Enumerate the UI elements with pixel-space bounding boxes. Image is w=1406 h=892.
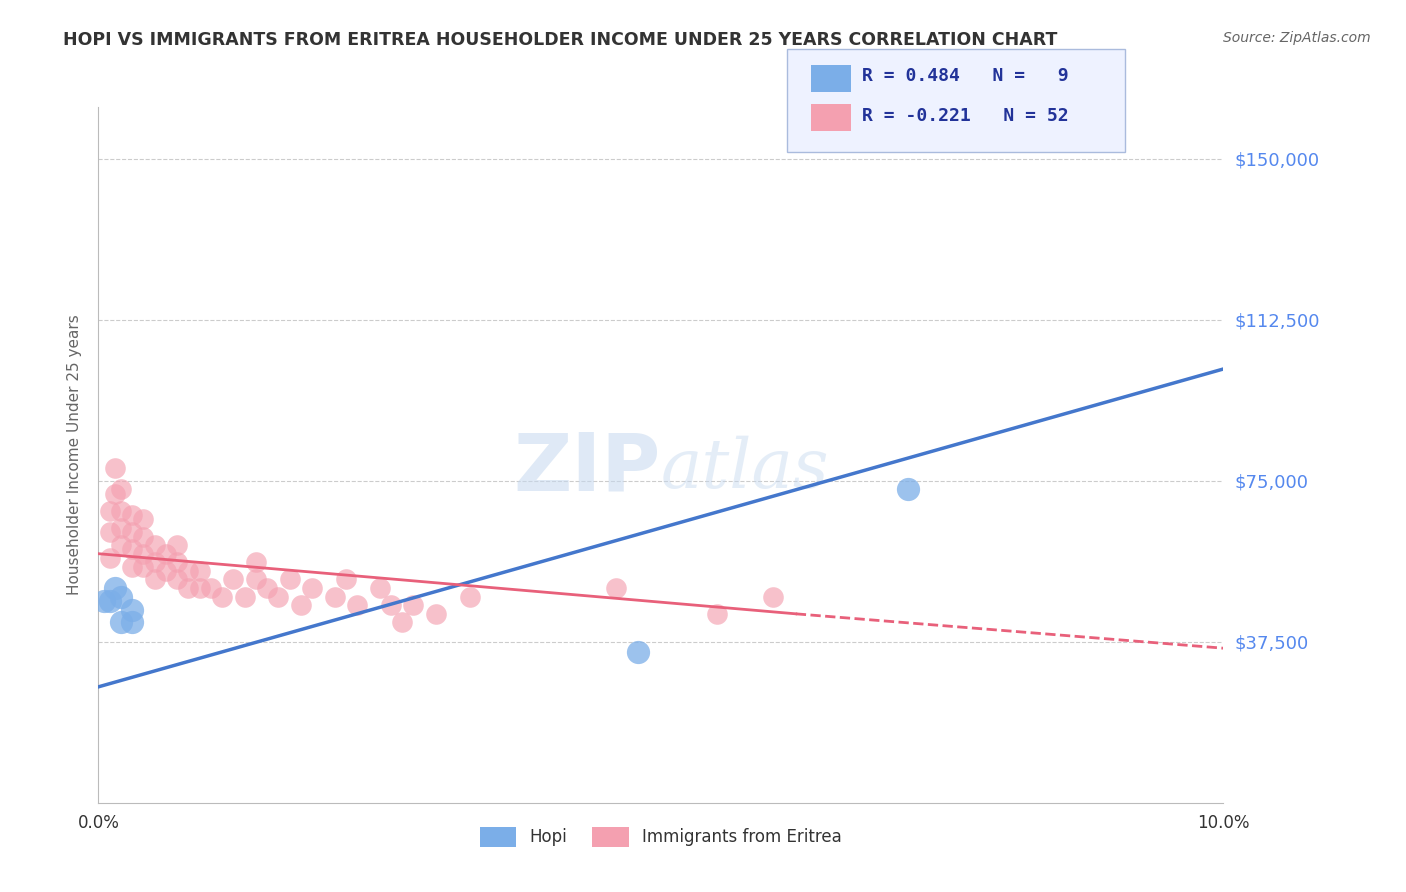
Point	[110, 538, 132, 552]
Point	[200, 581, 222, 595]
Text: Source: ZipAtlas.com: Source: ZipAtlas.com	[1223, 31, 1371, 45]
Point	[98, 525, 121, 540]
Point	[211, 590, 233, 604]
Point	[391, 615, 413, 630]
Point	[166, 538, 188, 552]
Point	[121, 602, 143, 616]
Point	[706, 607, 728, 621]
Point	[104, 581, 127, 595]
Point	[121, 559, 143, 574]
Point	[121, 508, 143, 522]
Point	[897, 483, 920, 497]
Point	[132, 547, 155, 561]
Point	[368, 581, 391, 595]
Point	[188, 564, 211, 578]
Point	[323, 590, 346, 604]
Point	[98, 551, 121, 566]
Point	[605, 581, 627, 595]
Point	[155, 547, 177, 561]
Point	[188, 581, 211, 595]
Legend: Hopi, Immigrants from Eritrea: Hopi, Immigrants from Eritrea	[472, 820, 849, 854]
Point	[245, 555, 267, 569]
Point	[110, 615, 132, 630]
Point	[98, 594, 121, 608]
Point	[104, 486, 127, 500]
Point	[98, 504, 121, 518]
Point	[402, 599, 425, 613]
Point	[110, 483, 132, 497]
Point	[110, 504, 132, 518]
Point	[301, 581, 323, 595]
Point	[166, 573, 188, 587]
Point	[762, 590, 785, 604]
Point	[290, 599, 312, 613]
Point	[335, 573, 357, 587]
Point	[245, 573, 267, 587]
Point	[132, 559, 155, 574]
Point	[256, 581, 278, 595]
Point	[177, 581, 200, 595]
Point	[143, 555, 166, 569]
Point	[132, 529, 155, 543]
Point	[143, 538, 166, 552]
Text: R = -0.221   N = 52: R = -0.221 N = 52	[862, 107, 1069, 125]
Point	[143, 573, 166, 587]
Point	[627, 645, 650, 659]
Point	[267, 590, 290, 604]
Point	[121, 542, 143, 557]
Point	[222, 573, 245, 587]
Point	[104, 460, 127, 475]
Point	[110, 590, 132, 604]
Point	[177, 564, 200, 578]
Point	[425, 607, 447, 621]
Point	[132, 512, 155, 526]
Point	[121, 525, 143, 540]
Point	[346, 599, 368, 613]
Point	[380, 599, 402, 613]
Point	[233, 590, 256, 604]
Text: atlas: atlas	[661, 435, 830, 502]
Point	[155, 564, 177, 578]
Text: R = 0.484   N =   9: R = 0.484 N = 9	[862, 67, 1069, 85]
Text: HOPI VS IMMIGRANTS FROM ERITREA HOUSEHOLDER INCOME UNDER 25 YEARS CORRELATION CH: HOPI VS IMMIGRANTS FROM ERITREA HOUSEHOL…	[63, 31, 1057, 49]
Point	[110, 521, 132, 535]
Point	[166, 555, 188, 569]
Text: ZIP: ZIP	[513, 430, 661, 508]
Y-axis label: Householder Income Under 25 years: Householder Income Under 25 years	[66, 315, 82, 595]
Point	[93, 594, 115, 608]
Point	[458, 590, 481, 604]
Point	[278, 573, 301, 587]
Point	[121, 615, 143, 630]
